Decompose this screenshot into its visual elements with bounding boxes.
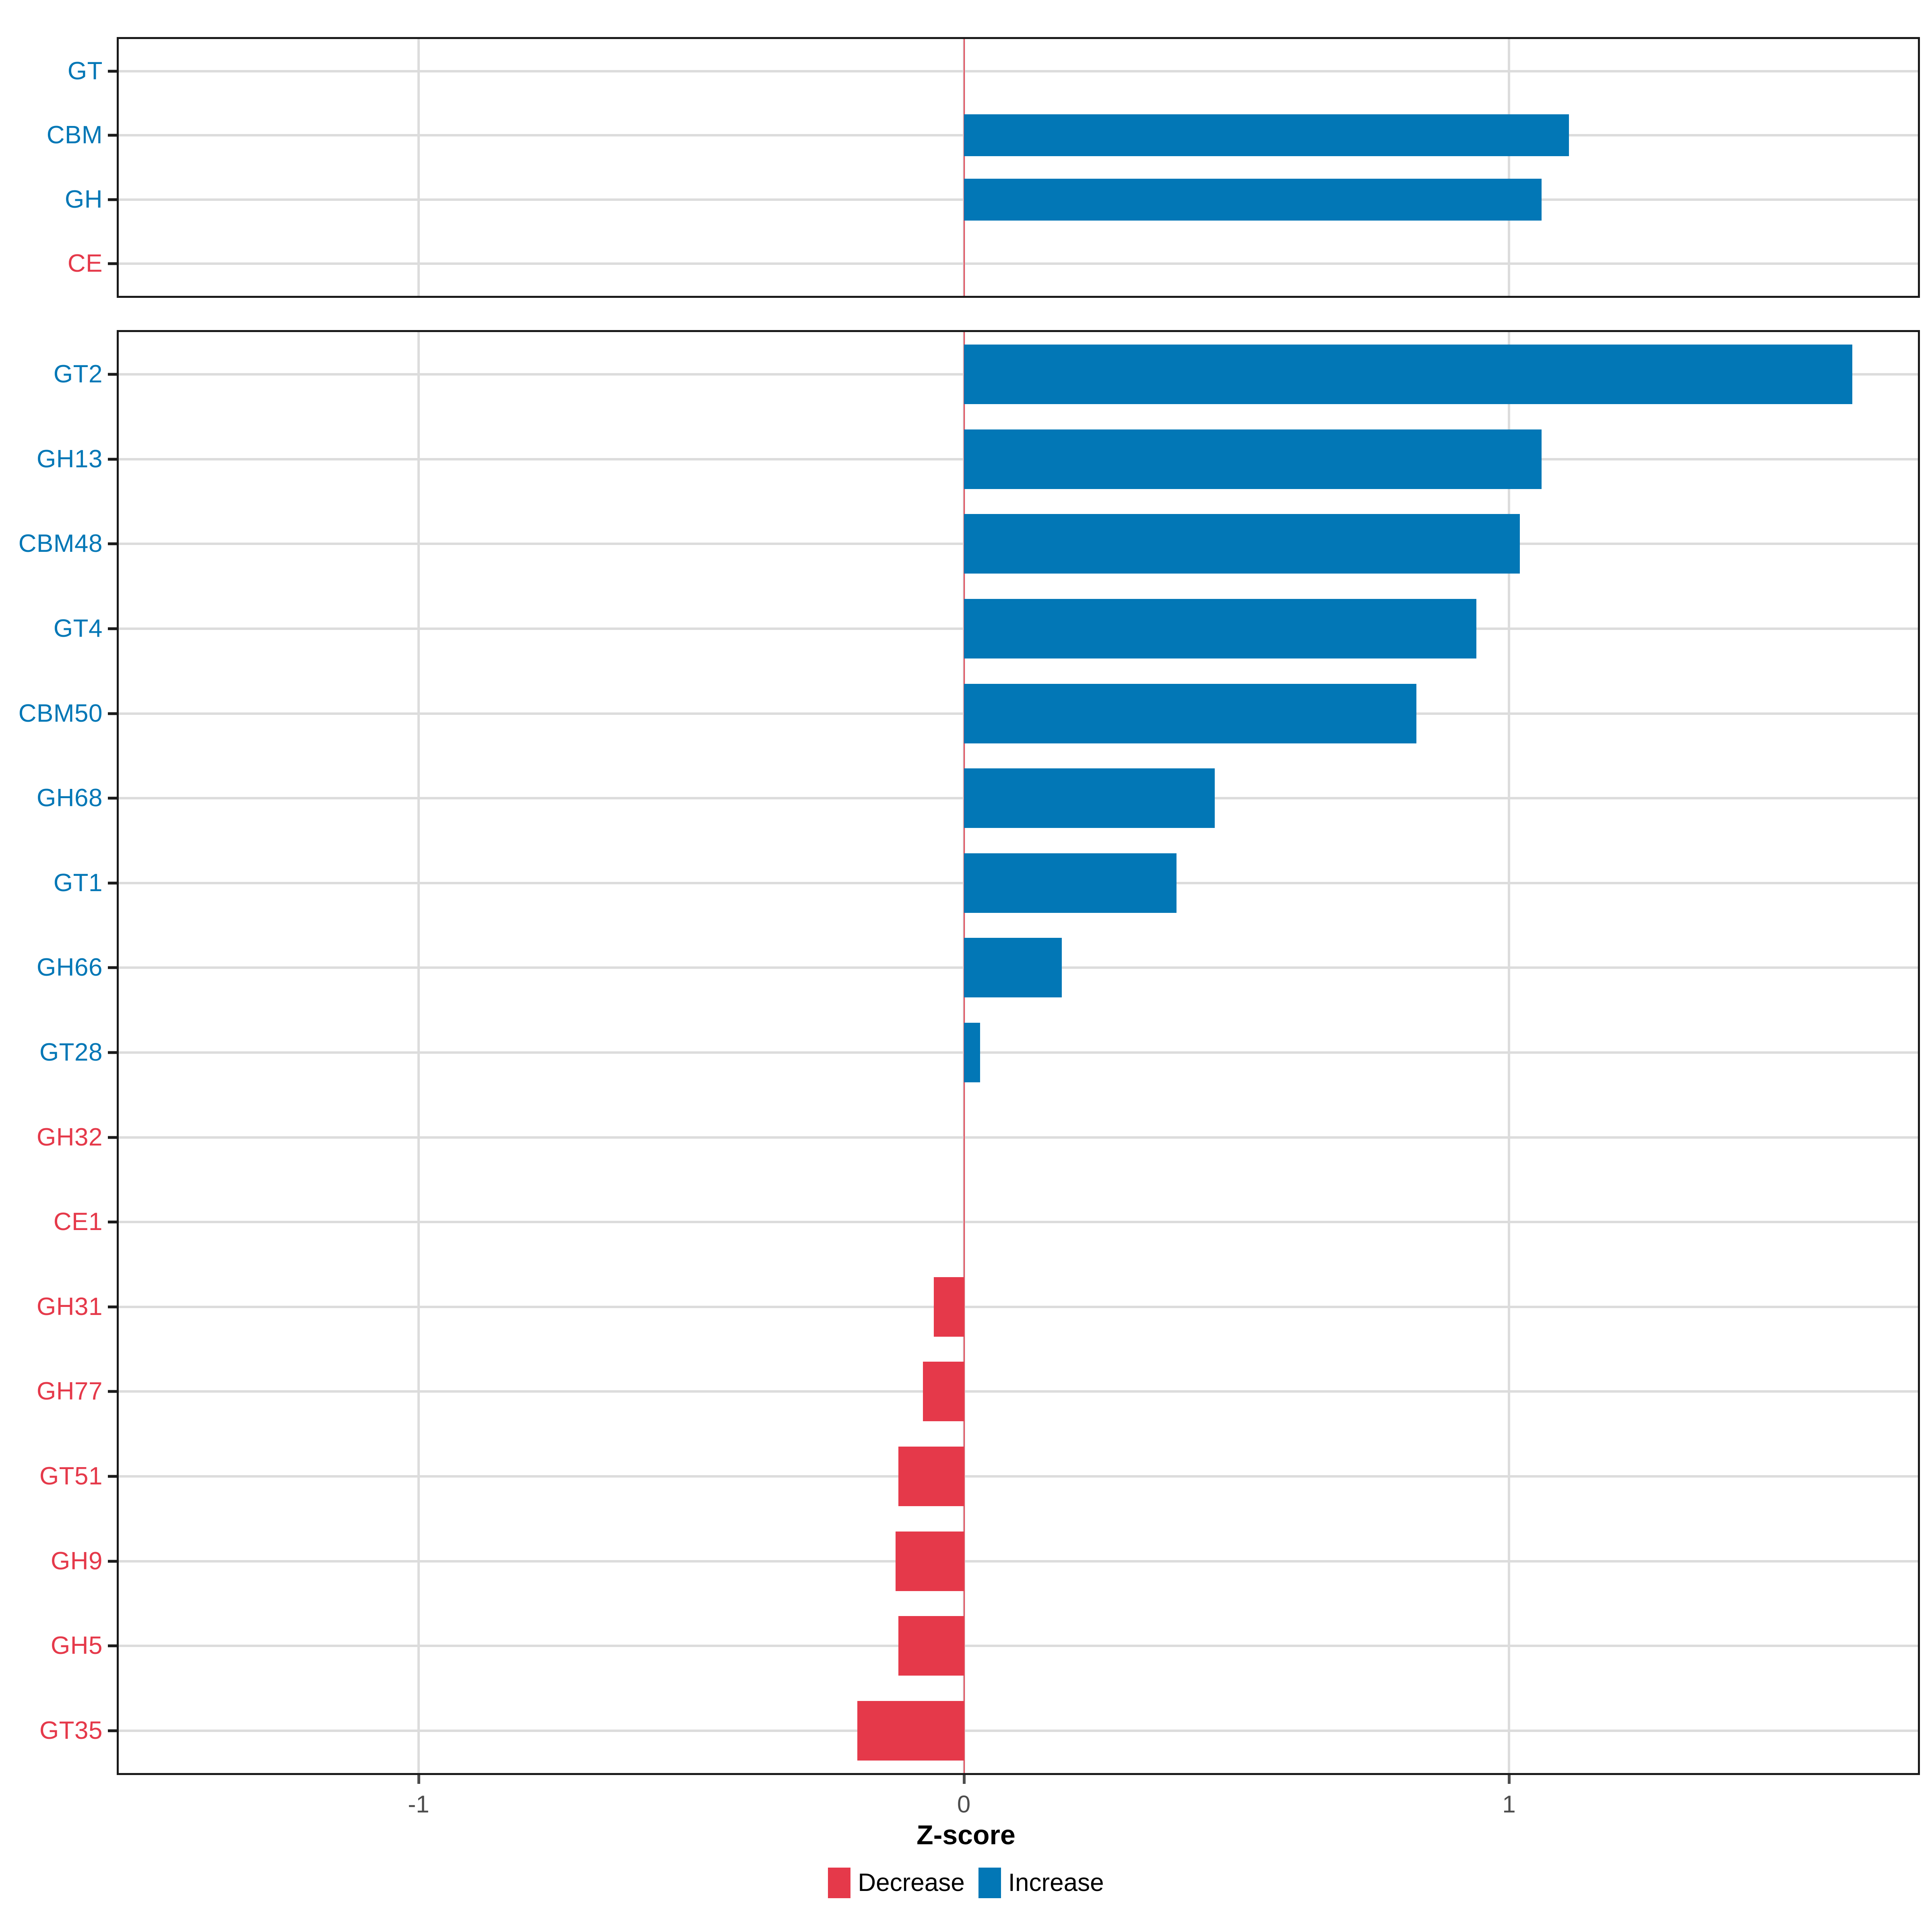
y-axis-tick xyxy=(108,627,117,630)
y-axis-label-cbm48: CBM48 xyxy=(18,530,103,558)
bar-cbm xyxy=(964,114,1569,157)
x-axis-tick-label: -1 xyxy=(408,1791,429,1818)
bar-cbm48 xyxy=(964,514,1520,574)
y-axis-tick xyxy=(108,712,117,715)
y-axis-label-gt2: GT2 xyxy=(53,360,103,388)
y-axis-tick xyxy=(108,262,117,265)
class-plot-area xyxy=(119,39,1918,296)
y-axis-label-gt35: GT35 xyxy=(39,1716,103,1744)
y-axis-tick xyxy=(108,1475,117,1478)
y-axis-label-gh32: GH32 xyxy=(37,1123,103,1151)
horizontal-gridline xyxy=(119,1475,1918,1478)
y-axis-label-gh31: GH31 xyxy=(37,1292,103,1321)
y-axis-label-ce: CE xyxy=(67,250,103,278)
legend-label-increase: Increase xyxy=(1008,1869,1104,1897)
horizontal-gridline xyxy=(119,1051,1918,1054)
y-axis-tick xyxy=(108,1729,117,1732)
y-axis-tick xyxy=(108,1136,117,1139)
y-axis-label-gh77: GH77 xyxy=(37,1377,103,1406)
x-axis-title: Z-score xyxy=(916,1820,1016,1850)
vertical-gridline xyxy=(1508,39,1511,296)
bar-gh77 xyxy=(923,1362,964,1422)
y-axis-tick xyxy=(108,1390,117,1393)
horizontal-gridline xyxy=(119,1136,1918,1139)
bar-gh13 xyxy=(964,429,1542,489)
chart-legend: Decrease Increase xyxy=(0,1868,1932,1898)
horizontal-gridline xyxy=(119,262,1918,265)
y-axis-label-cbm50: CBM50 xyxy=(18,699,103,727)
x-axis-tick-label: 1 xyxy=(1502,1791,1516,1818)
bar-gh9 xyxy=(896,1531,964,1591)
y-axis-label-gh5: GH5 xyxy=(51,1632,103,1660)
y-axis-tick xyxy=(108,797,117,800)
y-axis-tick xyxy=(108,1644,117,1647)
vertical-gridline xyxy=(417,39,420,296)
y-axis-tick xyxy=(108,542,117,545)
y-axis-label-gt28: GT28 xyxy=(39,1038,103,1066)
legend-item-increase[interactable]: Increase xyxy=(978,1868,1104,1898)
legend-swatch-decrease xyxy=(828,1868,851,1898)
x-axis-tick xyxy=(417,1775,420,1784)
y-axis-label-ce1: CE1 xyxy=(53,1208,103,1236)
family-plot-area xyxy=(119,332,1918,1773)
y-axis-tick xyxy=(108,134,117,137)
y-axis-tick xyxy=(108,1305,117,1309)
bar-gh xyxy=(964,178,1542,221)
horizontal-gridline xyxy=(119,1305,1918,1308)
y-axis-label-gh9: GH9 xyxy=(51,1547,103,1575)
y-axis-tick xyxy=(108,966,117,969)
y-axis-label-gt: GT xyxy=(67,57,103,85)
y-axis-tick xyxy=(108,1220,117,1224)
bar-gt4 xyxy=(964,599,1476,659)
y-axis-label-cbm: CBM xyxy=(46,121,103,149)
legend-swatch-increase xyxy=(978,1868,1001,1898)
legend-label-decrease: Decrease xyxy=(858,1869,965,1897)
bar-gh31 xyxy=(934,1277,964,1337)
cazyme-family-panel xyxy=(117,330,1920,1775)
bar-gt28 xyxy=(964,1023,980,1082)
x-axis-tick xyxy=(1508,1775,1511,1784)
horizontal-gridline xyxy=(119,1560,1918,1563)
y-axis-label-gh68: GH68 xyxy=(37,784,103,812)
y-axis-tick xyxy=(108,881,117,885)
y-axis-label-gh: GH xyxy=(65,185,103,213)
y-axis-label-gt51: GT51 xyxy=(39,1462,103,1490)
y-axis-tick xyxy=(108,373,117,376)
zero-reference-line xyxy=(963,39,965,296)
bar-gh68 xyxy=(964,768,1215,828)
y-axis-tick xyxy=(108,70,117,73)
horizontal-gridline xyxy=(119,1390,1918,1393)
cazyme-class-panel xyxy=(117,37,1920,298)
horizontal-gridline xyxy=(119,70,1918,72)
y-axis-tick xyxy=(108,1051,117,1054)
legend-item-decrease[interactable]: Decrease xyxy=(828,1868,965,1898)
y-axis-tick xyxy=(108,1560,117,1563)
y-axis-label-gh13: GH13 xyxy=(37,445,103,473)
bar-gt35 xyxy=(857,1701,964,1761)
x-axis-tick-label: 0 xyxy=(957,1791,971,1818)
bar-gh5 xyxy=(898,1616,964,1676)
bar-gt1 xyxy=(964,853,1177,913)
horizontal-gridline xyxy=(119,1221,1918,1224)
horizontal-gridline xyxy=(119,1729,1918,1732)
horizontal-gridline xyxy=(119,1645,1918,1647)
y-axis-label-gt1: GT1 xyxy=(53,869,103,897)
y-axis-tick xyxy=(108,198,117,201)
x-axis-tick xyxy=(962,1775,966,1784)
bar-cbm50 xyxy=(964,683,1416,743)
bar-gt2 xyxy=(964,345,1853,405)
y-axis-label-gt4: GT4 xyxy=(53,615,103,643)
y-axis-tick xyxy=(108,458,117,461)
bar-gt51 xyxy=(898,1446,964,1506)
y-axis-label-gh66: GH66 xyxy=(37,954,103,982)
bar-gh66 xyxy=(964,938,1062,998)
